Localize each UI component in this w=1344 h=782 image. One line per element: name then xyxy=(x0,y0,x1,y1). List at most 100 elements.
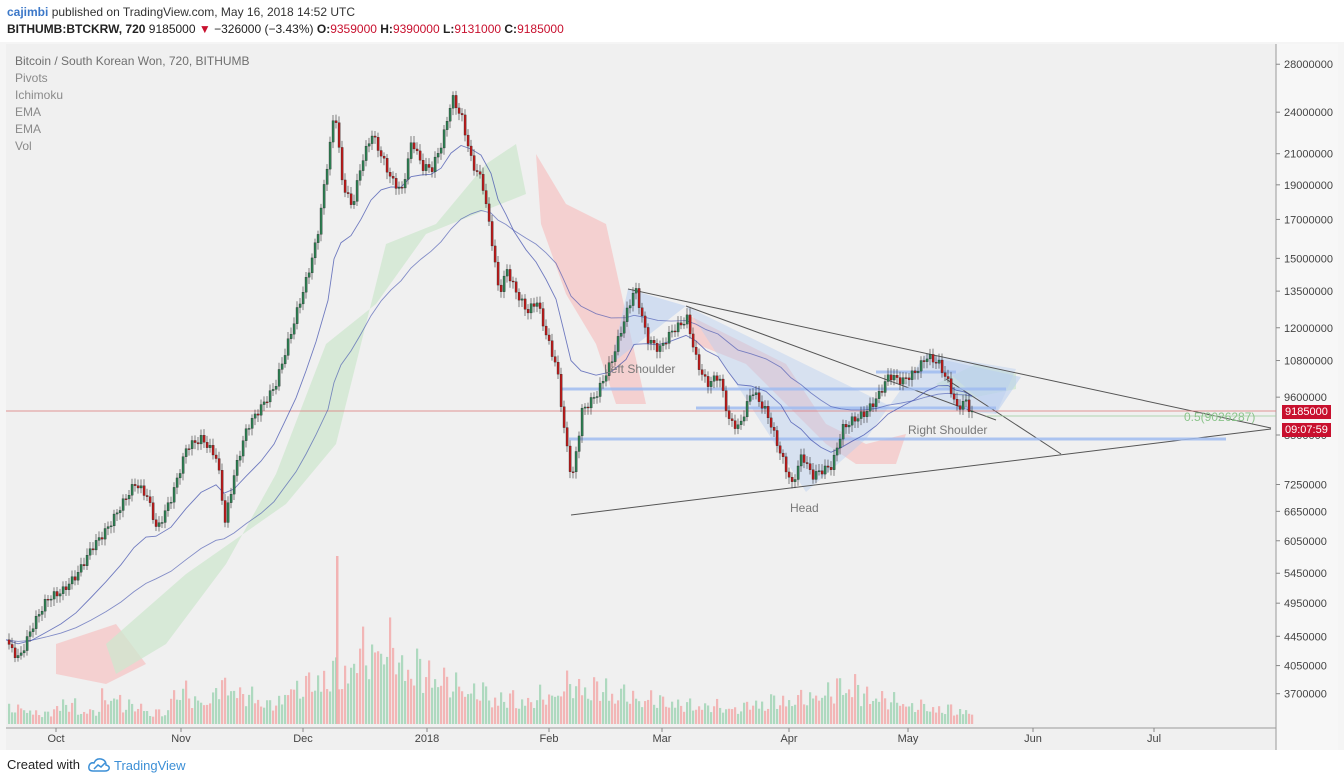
candle-body xyxy=(103,528,107,540)
volume-bar xyxy=(284,694,287,724)
candle-body xyxy=(952,393,956,400)
volume-bar xyxy=(605,678,608,724)
y-tick-label: 17000000 xyxy=(1284,214,1333,226)
chart-area[interactable]: 28000000 24000000 21000000 19000000 17000000… xyxy=(6,44,1338,750)
volume-bar xyxy=(140,703,143,724)
low-value: 9131000 xyxy=(454,22,502,36)
volume-bar xyxy=(53,709,56,724)
volume-bar xyxy=(128,699,131,724)
volume-bar xyxy=(65,704,68,724)
volume-bar xyxy=(23,710,26,724)
study-vol[interactable]: Vol xyxy=(15,139,32,153)
volume-bar xyxy=(431,687,434,724)
volume-bar xyxy=(509,693,512,724)
tradingview-brand[interactable]: TradingView xyxy=(88,755,186,775)
candle-body xyxy=(100,537,104,540)
candle-body xyxy=(460,113,464,116)
candle-body xyxy=(439,147,443,154)
candle-body xyxy=(91,548,95,551)
volume-bar xyxy=(336,556,339,724)
candle-body xyxy=(925,358,929,362)
candle-body xyxy=(625,307,629,322)
candle-body xyxy=(13,647,17,659)
volume-bar xyxy=(194,696,197,724)
candle-body xyxy=(340,147,344,181)
volume-bar xyxy=(578,678,581,724)
volume-bar xyxy=(686,702,689,724)
volume-bar xyxy=(113,698,116,724)
volume-bar xyxy=(695,709,698,724)
volume-bar xyxy=(227,695,230,724)
volume-bar xyxy=(332,660,335,724)
study-pivots[interactable]: Pivots xyxy=(15,71,48,85)
volume-bar xyxy=(233,690,236,724)
author-link[interactable]: cajimbi xyxy=(7,5,49,19)
volume-bar xyxy=(707,705,710,724)
volume-bar xyxy=(518,708,521,724)
candle-body xyxy=(922,360,926,362)
candle-body xyxy=(73,576,77,581)
volume-bar xyxy=(500,692,503,724)
volume-bar xyxy=(275,705,278,724)
candle-body xyxy=(865,411,869,417)
candle-body xyxy=(541,308,545,327)
candle-body xyxy=(292,323,296,335)
study-ichimoku[interactable]: Ichimoku xyxy=(15,88,64,102)
candle-body xyxy=(367,143,371,147)
price-chart[interactable]: 28000000 24000000 21000000 19000000 17000000… xyxy=(6,44,1338,750)
volume-bar xyxy=(161,716,164,724)
candle-body xyxy=(697,354,701,370)
candle-body xyxy=(634,288,638,294)
candle-body xyxy=(472,155,476,171)
volume-bar xyxy=(347,683,350,724)
volume-bar xyxy=(11,712,14,724)
candle-body xyxy=(205,442,209,448)
volume-bar xyxy=(458,686,461,724)
volume-bar xyxy=(779,705,782,724)
candle-body xyxy=(376,137,380,151)
volume-bar xyxy=(680,705,683,724)
volume-bar xyxy=(236,698,239,724)
volume-bar xyxy=(839,678,842,724)
volume-bar xyxy=(758,708,761,724)
volume-bar xyxy=(482,682,485,724)
volume-bar xyxy=(104,700,107,724)
candle-body xyxy=(295,307,299,324)
study-ema-1[interactable]: EMA xyxy=(15,105,42,119)
y-tick-label: 3700000 xyxy=(1284,689,1327,701)
candle-body xyxy=(454,95,458,109)
candle-body xyxy=(400,187,404,189)
candle-body xyxy=(778,445,782,454)
volume-bar xyxy=(710,712,713,724)
volume-bar xyxy=(581,695,584,724)
volume-bar xyxy=(674,707,677,724)
volume-bar xyxy=(515,708,518,724)
volume-bar xyxy=(407,669,410,724)
volume-bar xyxy=(716,698,719,724)
support-line xyxy=(569,437,1226,441)
volume-bar xyxy=(890,702,893,724)
candle-body xyxy=(547,334,551,341)
candle-body xyxy=(730,418,734,421)
volume-bar xyxy=(191,708,194,724)
volume-bar xyxy=(338,689,341,724)
candle-body xyxy=(853,416,857,422)
volume-bar xyxy=(182,688,185,724)
candle-body xyxy=(490,221,494,247)
candle-body xyxy=(727,410,731,419)
volume-bar xyxy=(248,694,251,724)
volume-bar xyxy=(425,677,428,724)
study-ema-2[interactable]: EMA xyxy=(15,122,42,136)
candle-body xyxy=(637,288,641,308)
volume-bar xyxy=(401,655,404,724)
candle-body xyxy=(283,355,287,365)
candle-body xyxy=(154,519,158,527)
x-tick-label: Dec xyxy=(293,733,313,745)
candle-body xyxy=(817,470,821,472)
volume-bar xyxy=(809,692,812,724)
volume-bar xyxy=(536,700,539,724)
volume-bar xyxy=(317,675,320,724)
candle-body xyxy=(121,498,125,511)
candle-body xyxy=(907,377,911,380)
volume-bar xyxy=(497,705,500,724)
